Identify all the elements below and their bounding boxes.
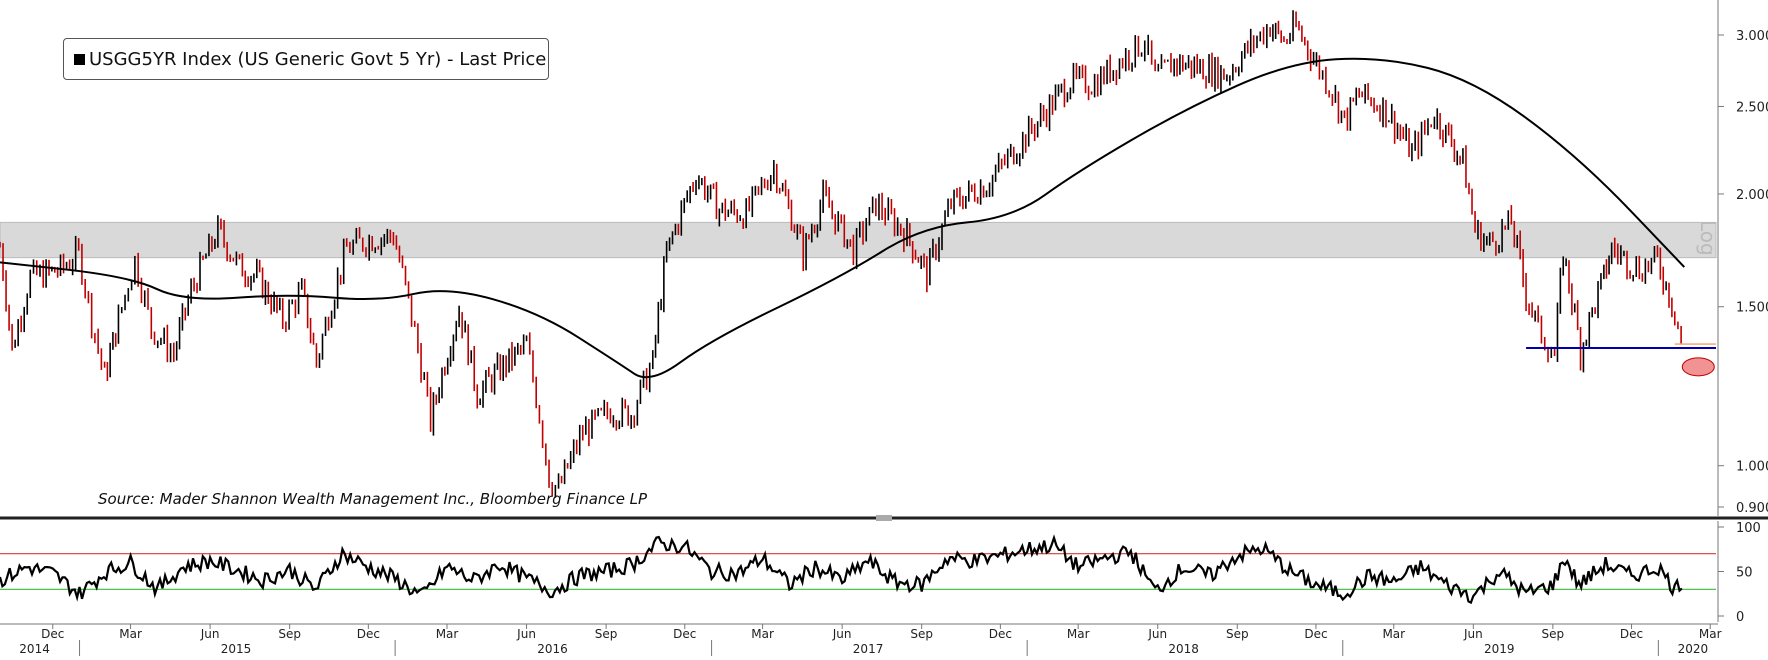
x-tick-label: Jun [1463,627,1483,641]
rsi-line [0,534,1683,605]
x-tick-label: Mar [119,627,142,641]
year-label: 2016 [537,642,568,656]
highlight-marker [1681,357,1715,377]
x-tick-label: Dec [989,627,1012,641]
x-tick-label: Sep [278,627,301,641]
x-tick-label: Jun [832,627,852,641]
x-tick-label: Dec [673,627,696,641]
x-tick-label: Sep [910,627,933,641]
x-tick-label: Mar [751,627,774,641]
x-tick-label: Dec [1304,627,1327,641]
indicator-y-tick-label: 50 [1736,566,1753,581]
x-tick-label: Dec [1620,627,1643,641]
price-series [0,10,1682,498]
year-label: 2019 [1484,642,1515,656]
x-tick-label: Jun [200,627,220,641]
year-label: 2020 [1678,642,1709,656]
indicator-y-tick-label: 100 [1736,521,1761,536]
log-scale-label: Log [1696,220,1720,256]
x-tick-label: Mar [1067,627,1090,641]
x-tick-label: Jun [516,627,536,641]
year-label: 2018 [1168,642,1199,656]
moving-average-line [0,57,1686,379]
x-tick-label: Mar [1382,627,1405,641]
y-tick-label: 2.0000 [1736,188,1768,203]
x-tick-label: Jun [1147,627,1167,641]
x-tick-label: Mar [436,627,459,641]
year-label: 2017 [853,642,884,656]
legend-label: USGG5YR Index (US Generic Govt 5 Yr) - L… [89,48,547,70]
year-label: 2015 [221,642,252,656]
y-tick-label: 1.0000 [1736,460,1768,475]
y-tick-label: 0.9000 [1736,501,1768,516]
x-tick-label: Sep [1542,627,1565,641]
x-tick-label: Sep [595,627,618,641]
x-tick-label: Dec [357,627,380,641]
resistance-band [0,221,1717,259]
x-tick-label: Dec [41,627,64,641]
y-tick-label: 1.5000 [1736,301,1768,316]
y-tick-label: 3.0000 [1736,29,1768,44]
legend-swatch [74,53,85,65]
indicator-y-tick-label: 0 [1736,610,1744,625]
year-label: 2014 [19,642,50,656]
x-tick-label: Sep [1226,627,1249,641]
x-tick-label: Mar [1699,627,1722,641]
panel-resize-handle [876,515,892,521]
source-note: Source: Mader Shannon Wealth Management … [98,490,648,508]
legend-box: USGG5YR Index (US Generic Govt 5 Yr) - L… [63,38,549,80]
y-tick-label: 2.5000 [1736,100,1768,115]
